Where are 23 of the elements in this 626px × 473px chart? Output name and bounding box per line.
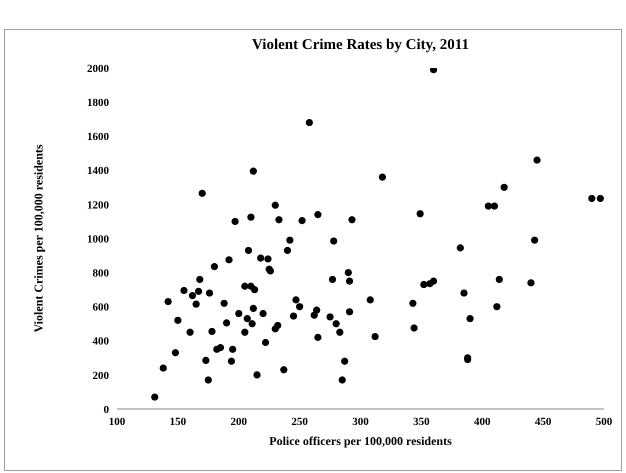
- y-axis-title: Violent Crimes per 100,000 residents: [31, 144, 46, 333]
- y-tick-label: 1600: [87, 131, 110, 144]
- y-tick-label: 1000: [87, 233, 110, 246]
- y-tick-label: 1400: [87, 165, 110, 178]
- chart-title: Violent Crime Rates by City, 2011: [251, 37, 470, 54]
- x-tick-label: 500: [596, 416, 613, 428]
- y-tick-label: 400: [92, 336, 110, 348]
- y-tick-label: 0: [104, 404, 110, 416]
- x-tick-label: 350: [413, 416, 430, 428]
- y-tick-label: 2000: [87, 62, 110, 75]
- x-tick-label: 100: [108, 416, 126, 428]
- y-tick-label: 200: [92, 370, 110, 382]
- y-tick-label: 1200: [87, 199, 110, 212]
- y-tick-label: 800: [92, 268, 110, 280]
- x-tick-label: 150: [170, 416, 187, 428]
- y-tick-label: 600: [92, 302, 110, 314]
- x-tick-label: 300: [352, 416, 370, 428]
- x-tick-label: 400: [474, 416, 491, 428]
- y-tick-label: 1800: [87, 97, 110, 110]
- x-tick-label: 250: [291, 416, 308, 428]
- x-tick-label: 200: [230, 416, 248, 428]
- x-tick-label: 450: [534, 416, 552, 428]
- x-axis-title: Police officers per 100,000 residents: [269, 434, 452, 448]
